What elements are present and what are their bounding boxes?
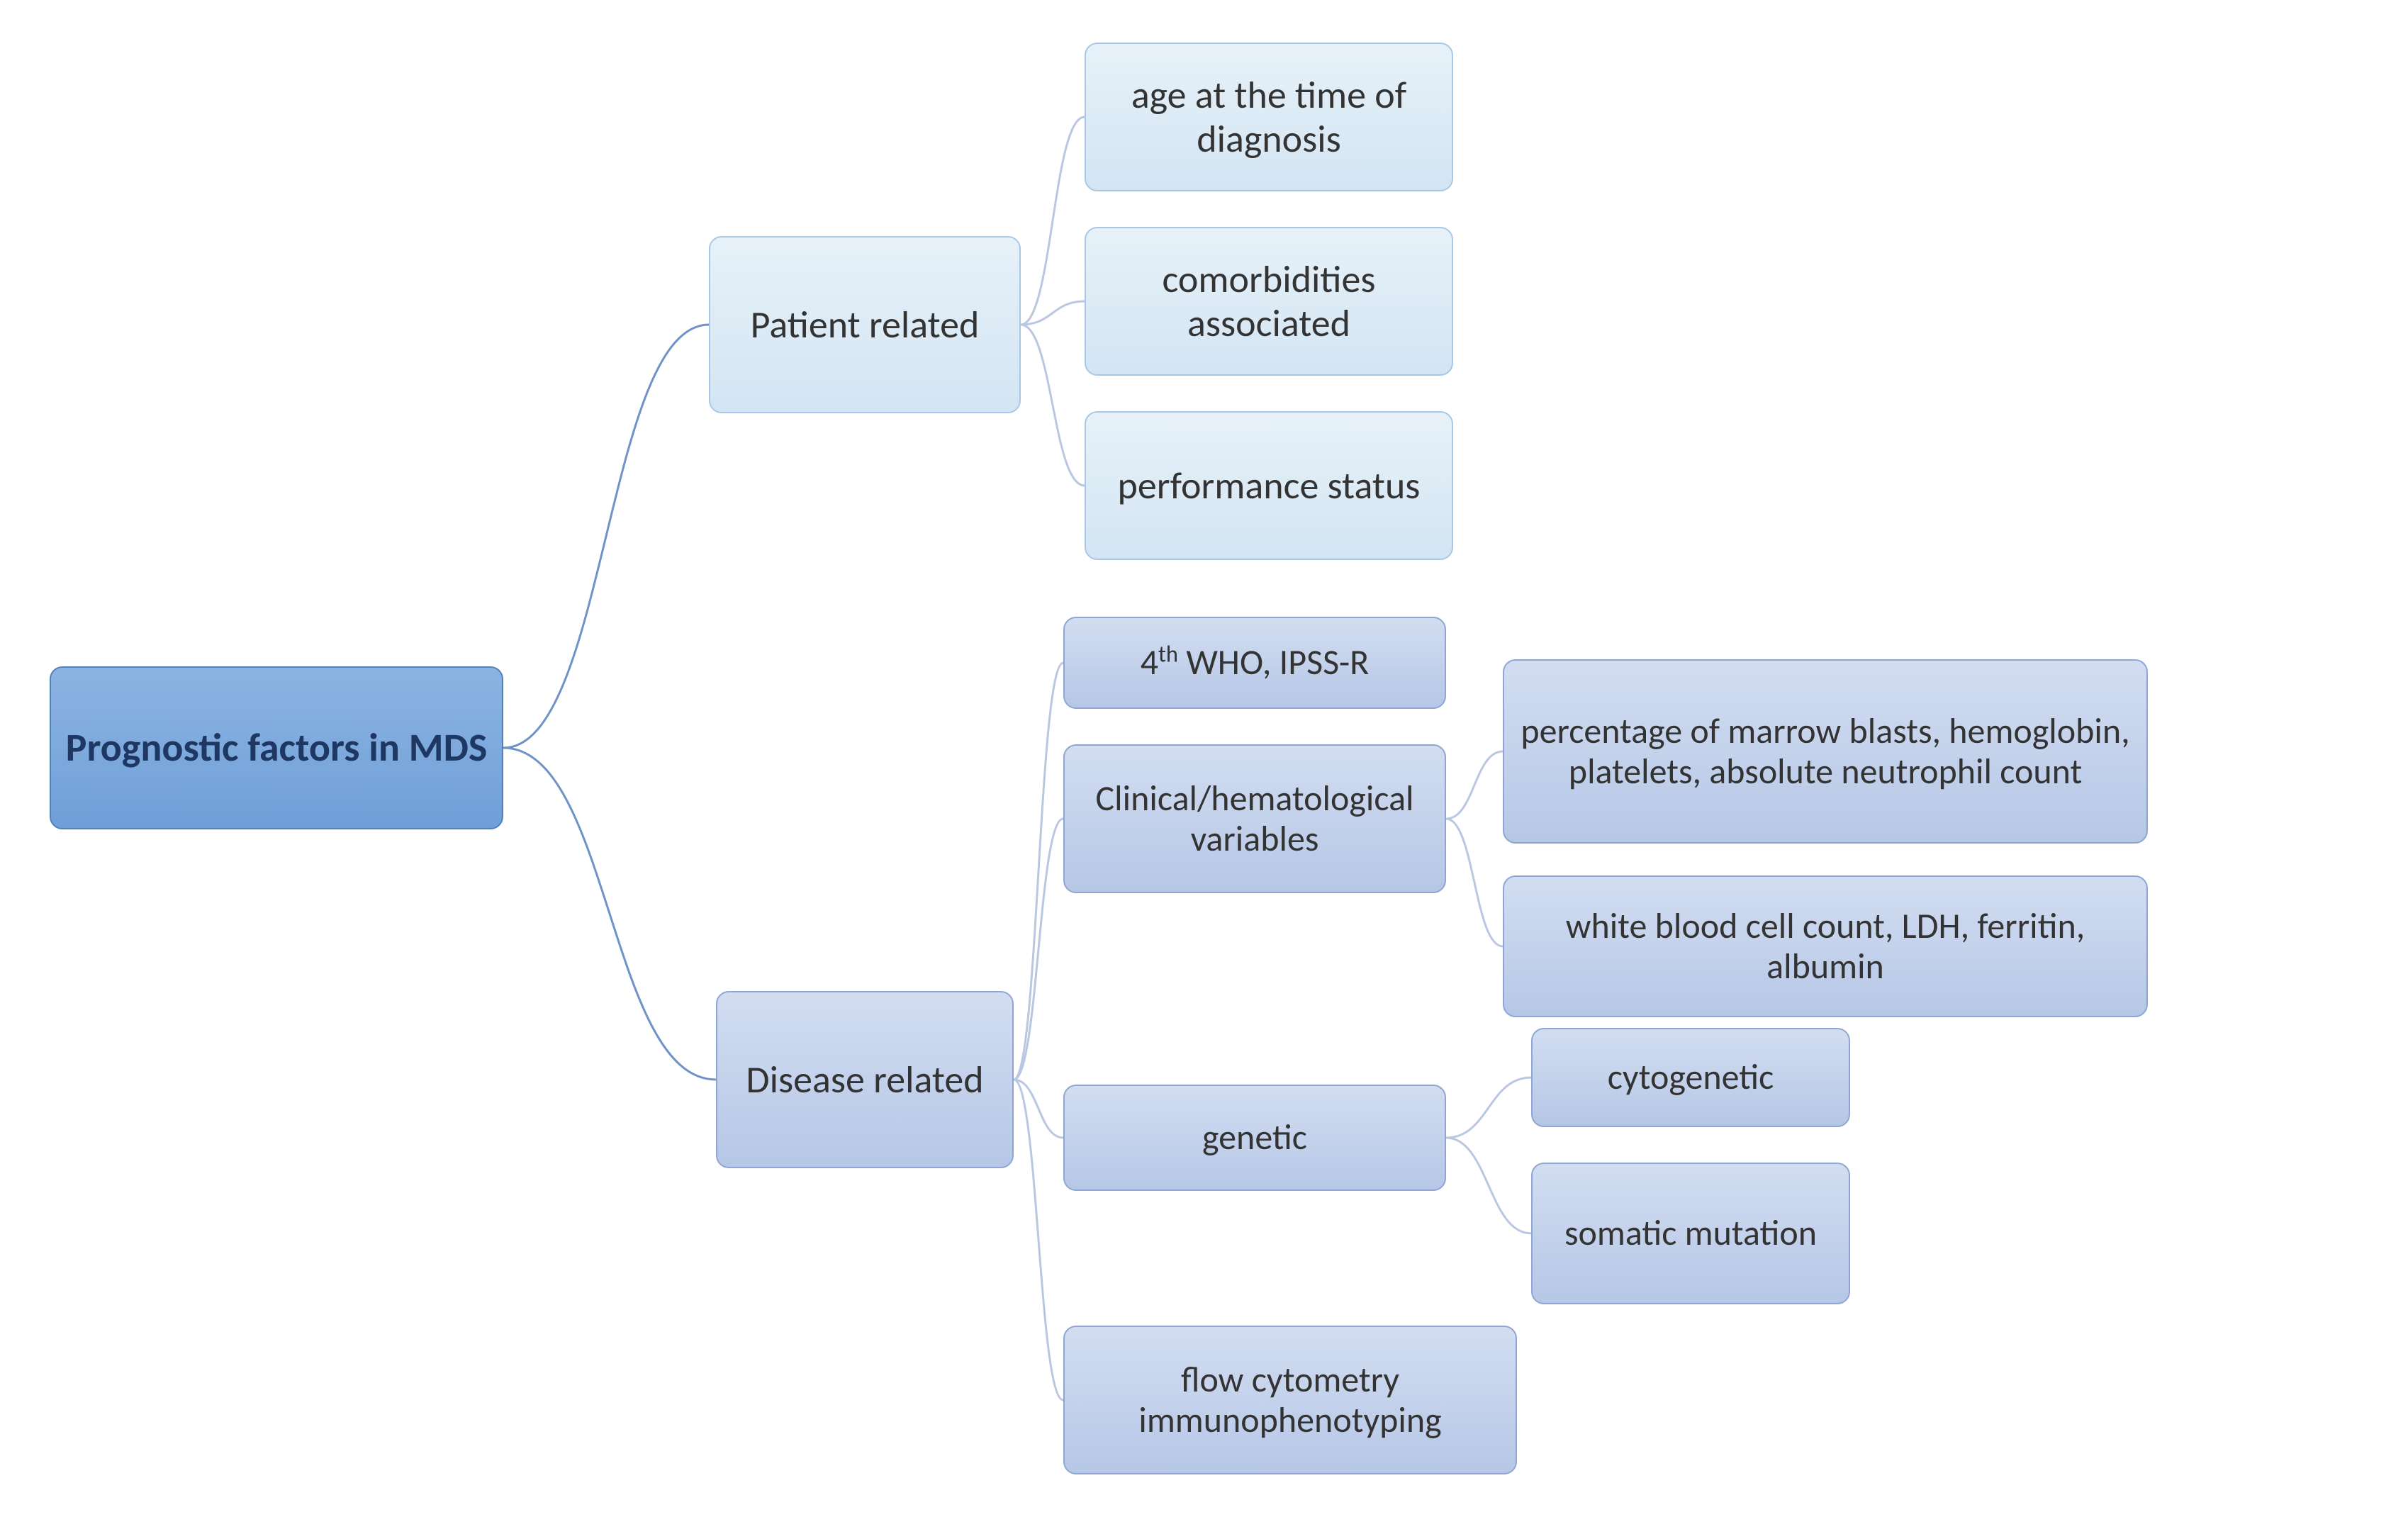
node-label: 4th WHO, IPSS-R [1079,642,1430,683]
edge-patient-p3 [1021,325,1085,486]
node-d3b: somatic mutation [1531,1163,1850,1304]
edge-d3-d3a [1446,1077,1531,1138]
edge-d2-d2b [1446,819,1503,946]
node-label: somatic mutation [1547,1213,1835,1254]
edge-disease-d1 [1014,663,1063,1080]
node-label: performance status [1100,464,1438,508]
edge-patient-p2 [1021,301,1085,325]
edge-root-patient [503,325,709,748]
node-label: Patient related [724,303,1005,347]
node-d2: Clinical/hematological variables [1063,744,1446,893]
node-d4: flow cytometry immunophenotyping [1063,1326,1517,1474]
node-p2: comorbidities associated [1085,227,1453,376]
node-label: comorbidities associated [1100,257,1438,345]
node-label: Prognostic factors in MDS [65,725,488,771]
node-patient: Patient related [709,236,1021,413]
edge-d2-d2a [1446,751,1503,819]
node-label: Clinical/hematological variables [1079,778,1430,860]
node-disease: Disease related [716,991,1014,1168]
edge-disease-d4 [1014,1080,1063,1400]
edge-disease-d3 [1014,1080,1063,1138]
node-label: white blood cell count, LDH, ferritin, a… [1518,906,2132,987]
edge-patient-p1 [1021,117,1085,325]
node-label: cytogenetic [1547,1057,1835,1098]
node-d3: genetic [1063,1085,1446,1191]
edge-root-disease [503,748,716,1080]
node-d2b: white blood cell count, LDH, ferritin, a… [1503,875,2148,1017]
node-d2a: percentage of marrow blasts, hemoglobin,… [1503,659,2148,844]
node-label: flow cytometry immunophenotyping [1079,1360,1501,1441]
node-root: Prognostic factors in MDS [50,666,503,829]
edge-disease-d2 [1014,819,1063,1080]
node-label: age at the time of diagnosis [1100,73,1438,161]
node-d3a: cytogenetic [1531,1028,1850,1127]
node-label: percentage of marrow blasts, hemoglobin,… [1518,711,2132,793]
node-p3: performance status [1085,411,1453,560]
node-p1: age at the time of diagnosis [1085,43,1453,191]
node-label: Disease related [732,1058,998,1102]
edge-d3-d3b [1446,1138,1531,1233]
node-d1: 4th WHO, IPSS-R [1063,617,1446,709]
node-label: genetic [1079,1117,1430,1158]
